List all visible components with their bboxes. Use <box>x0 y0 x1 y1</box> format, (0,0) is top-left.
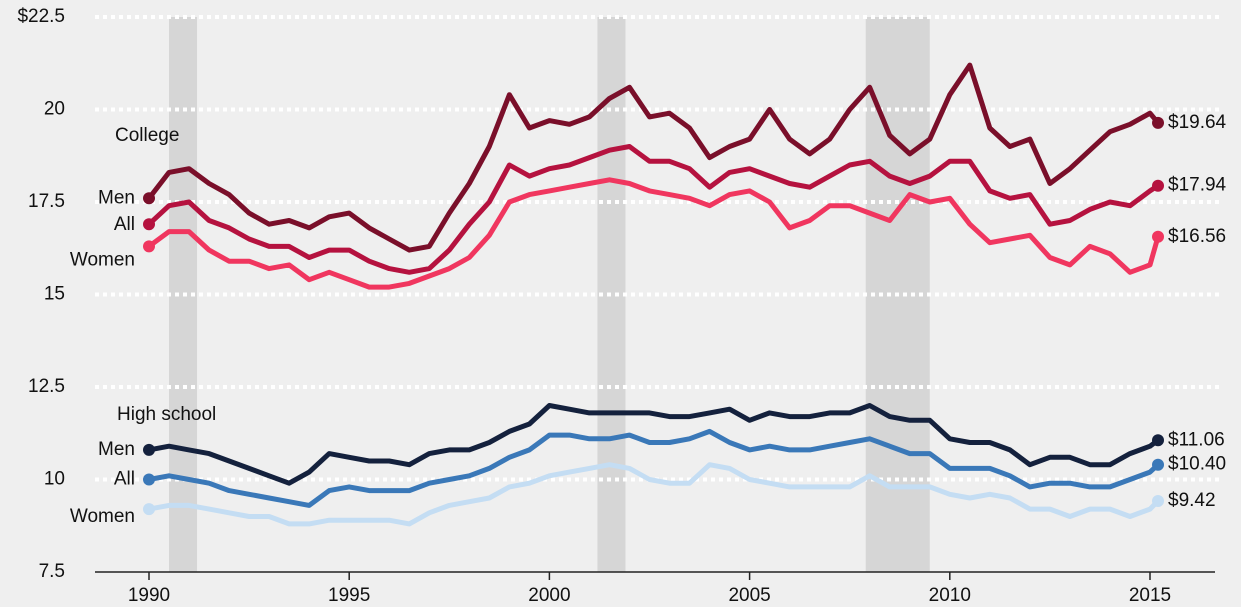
y-tick-label: 17.5 <box>28 191 65 212</box>
series-name: Women <box>70 249 135 270</box>
series-name: Women <box>70 506 135 527</box>
y-tick-label: 20 <box>44 99 65 120</box>
y-tick-label: 7.5 <box>39 561 65 582</box>
y-tick-label: $22.5 <box>17 6 65 27</box>
series-line <box>147 177 1161 290</box>
end-label: $16.56 <box>1168 226 1226 247</box>
series-name: All <box>114 469 135 490</box>
series-line <box>147 62 1160 253</box>
start-dot <box>143 218 155 231</box>
series-line <box>148 428 1160 508</box>
lines <box>143 62 1165 527</box>
start-dot <box>143 443 155 456</box>
group-label: College <box>115 125 179 146</box>
end-dot <box>1152 230 1165 243</box>
labels: 7.5 10 12.5 15 17.5 20 $22.5 1990 1995 2000 2005 20… <box>17 6 1226 606</box>
end-label: $10.40 <box>1168 454 1226 475</box>
end-label: $9.42 <box>1168 490 1216 511</box>
x-tick-label: 1990 <box>128 585 170 606</box>
x-tick-label: 1995 <box>328 585 370 606</box>
end-dot <box>1152 179 1165 192</box>
series-name: All <box>114 214 135 235</box>
x-tick-label: 2000 <box>528 585 570 606</box>
start-dot <box>143 503 155 516</box>
y-tick-label: 10 <box>44 469 65 490</box>
end-dot <box>1152 116 1165 129</box>
group-label: High school <box>117 404 216 425</box>
start-dot <box>143 473 155 486</box>
y-tick-label: 15 <box>44 284 65 305</box>
series-line <box>147 144 1160 275</box>
series-line <box>148 403 1160 486</box>
start-dot <box>143 240 155 253</box>
y-tick-label: 12.5 <box>28 376 65 397</box>
series-line <box>148 462 1160 527</box>
end-dot <box>1152 458 1165 471</box>
end-label: $11.06 <box>1168 429 1225 450</box>
series-name: Men <box>98 187 135 208</box>
start-dot <box>143 192 155 205</box>
end-dot <box>1152 434 1165 447</box>
x-tick-label: 2015 <box>1129 585 1171 606</box>
x-tick-label: 2010 <box>929 585 971 606</box>
end-dot <box>1152 494 1165 507</box>
series-name: Men <box>98 439 135 460</box>
end-label: $19.64 <box>1168 112 1227 133</box>
x-tick-label: 2005 <box>728 585 770 606</box>
end-label: $17.94 <box>1168 175 1227 196</box>
